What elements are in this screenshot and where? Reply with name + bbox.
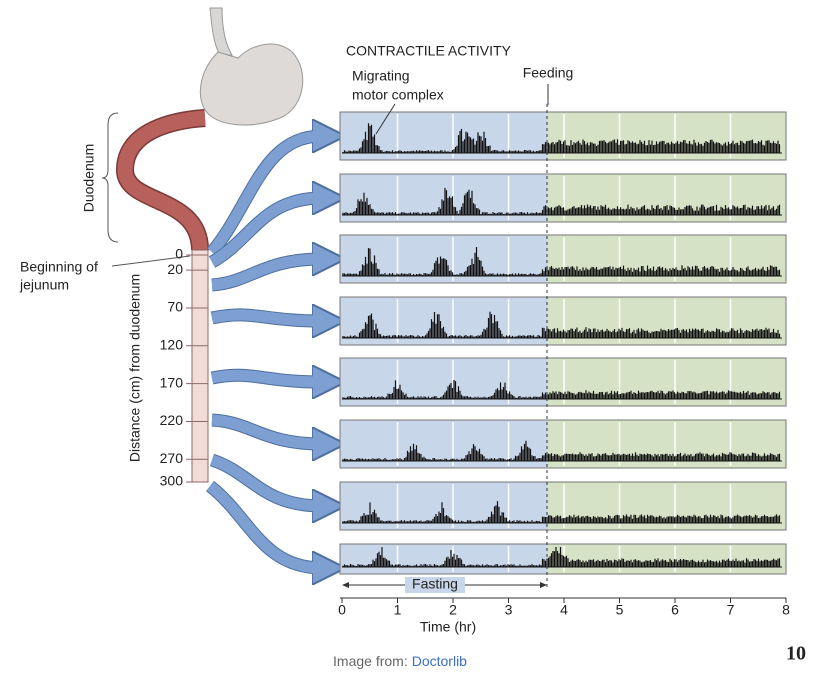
time-tick-label: 6	[671, 602, 679, 618]
time-tick-label: 4	[560, 602, 568, 618]
activity-trace	[342, 187, 781, 215]
flow-arrow	[207, 130, 323, 256]
flow-arrow	[206, 481, 323, 574]
fasting-label-bg	[405, 577, 465, 593]
flow-arrow	[209, 192, 323, 267]
fasting-label: Fasting	[412, 576, 458, 592]
page-number: 10	[786, 643, 806, 665]
time-tick-label: 8	[782, 602, 790, 618]
panel-frame	[339, 296, 787, 346]
distance-tick-label: 270	[160, 450, 184, 466]
mmc-label: Migrating	[352, 68, 410, 84]
panel-frame	[339, 543, 787, 575]
caption-prefix: Image from:	[333, 653, 408, 669]
distance-axis-label: Distance (cm) from duodenum	[127, 274, 143, 462]
panel-frame	[339, 481, 787, 531]
esophagus	[209, 7, 233, 56]
activity-trace	[342, 501, 781, 523]
duodenum-label: Duodenum	[81, 144, 97, 213]
time-tick-label: 5	[616, 602, 624, 618]
flow-arrow	[210, 369, 323, 388]
distance-tick-label: 20	[167, 261, 183, 277]
time-tick-label: 3	[505, 602, 513, 618]
activity-trace	[342, 247, 781, 276]
flow-arrow	[210, 309, 323, 327]
duodenum-inner	[117, 110, 208, 251]
jejunum-label: Beginning of	[20, 259, 98, 275]
stomach	[199, 43, 304, 126]
jejunum-pointer	[111, 255, 191, 267]
activity-trace	[342, 123, 781, 153]
distance-tick-label: 70	[167, 299, 183, 315]
flow-arrow	[211, 253, 323, 291]
distance-tick-label: 170	[160, 374, 184, 390]
mmc-label: motor complex	[352, 87, 444, 103]
time-tick-label: 1	[394, 602, 402, 618]
distance-tick-label: 120	[160, 337, 184, 353]
caption-source[interactable]: Doctorlib	[412, 653, 467, 669]
time-tick-label: 2	[449, 602, 457, 618]
flow-arrow	[211, 414, 323, 450]
jejunum-tube	[191, 249, 209, 483]
title: CONTRACTILE ACTIVITY	[346, 43, 512, 59]
panel-frame	[339, 419, 787, 469]
activity-trace	[342, 311, 781, 338]
activity-trace	[342, 380, 781, 399]
activity-trace	[342, 547, 781, 567]
time-tick-label: 0	[338, 602, 346, 618]
fasting-bg	[340, 544, 547, 574]
caption: Image from: Doctorlib	[333, 653, 467, 669]
panel-frame	[339, 357, 787, 407]
fed-bg	[547, 544, 786, 574]
flow-arrow	[210, 454, 323, 512]
distance-tick-label: 220	[160, 412, 184, 428]
time-axis-label: Time (hr)	[420, 619, 476, 635]
panel-frame	[339, 173, 787, 223]
distance-tick-label: 0	[175, 246, 183, 262]
duodenum-brace	[101, 112, 119, 243]
panel-frame	[339, 234, 787, 284]
feeding-label: Feeding	[523, 65, 574, 81]
panel-frame	[339, 111, 787, 161]
distance-tick-label: 300	[160, 473, 184, 489]
jejunum-label: jejunum	[19, 277, 69, 293]
time-tick-label: 7	[727, 602, 735, 618]
mmc-pointer	[375, 103, 396, 135]
activity-trace	[342, 440, 781, 461]
